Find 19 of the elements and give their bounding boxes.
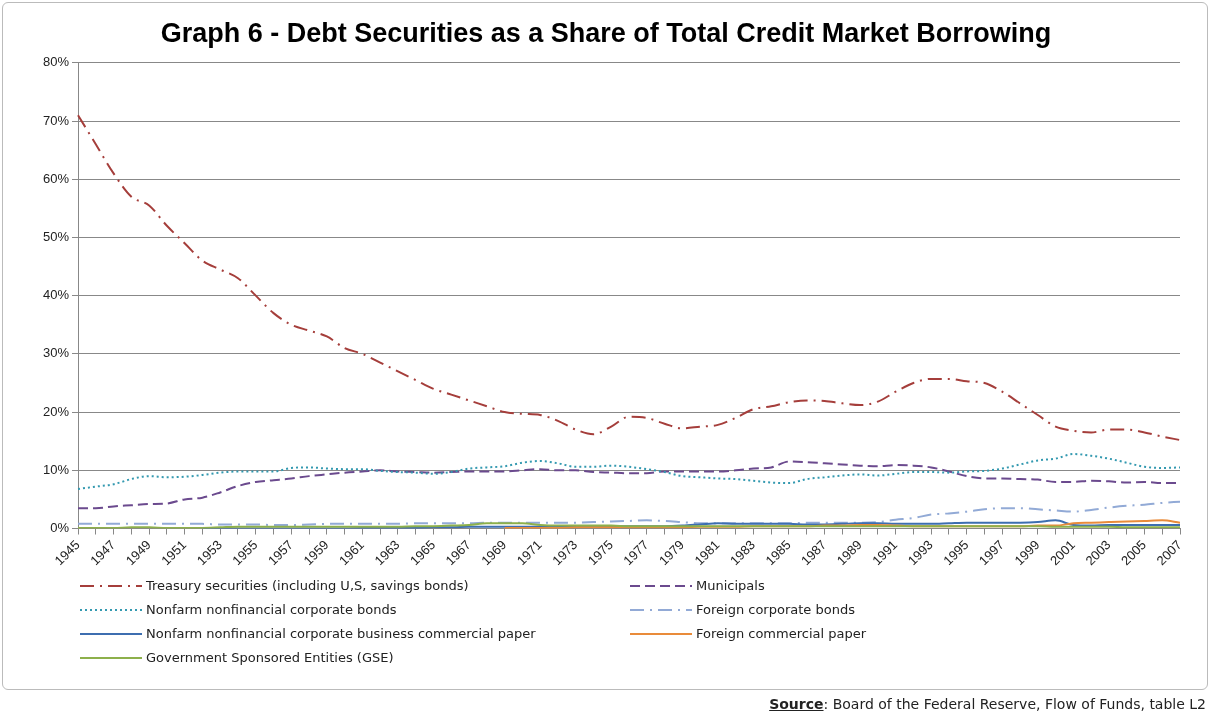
legend-label: Nonfarm nonfinancial corporate bonds	[146, 602, 397, 617]
legend-label: Treasury securities (including U,S, savings bonds)	[146, 578, 469, 593]
y-tick-label: 60%	[42, 170, 70, 186]
legend-label: Foreign commercial paper	[696, 626, 867, 641]
y-tick-label: 80%	[42, 54, 70, 70]
legend-label: Government Sponsored Entities (GSE)	[146, 650, 394, 665]
source-note: Source: Board of the Federal Reserve, Flow of Funds, table L2	[769, 696, 1206, 712]
chart-title: Graph 6 - Debt Securities as a Share of Total Credit Market Borrowing	[159, 18, 1053, 49]
legend-label: Foreign corporate bonds	[696, 602, 855, 617]
y-tick-label: 20%	[42, 403, 70, 419]
legend-label: Municipals	[696, 578, 765, 593]
y-tick-label: 30%	[42, 345, 70, 361]
y-tick-label: 40%	[42, 287, 70, 303]
y-tick-label: 70%	[42, 112, 70, 128]
y-tick-label: 50%	[42, 229, 70, 245]
line-series	[77, 500, 1181, 527]
y-tick-label: 0%	[50, 520, 70, 536]
y-tick-label: 10%	[42, 461, 70, 477]
legend-label: Nonfarm nonfinancial corporate business commercial paper	[146, 626, 536, 641]
